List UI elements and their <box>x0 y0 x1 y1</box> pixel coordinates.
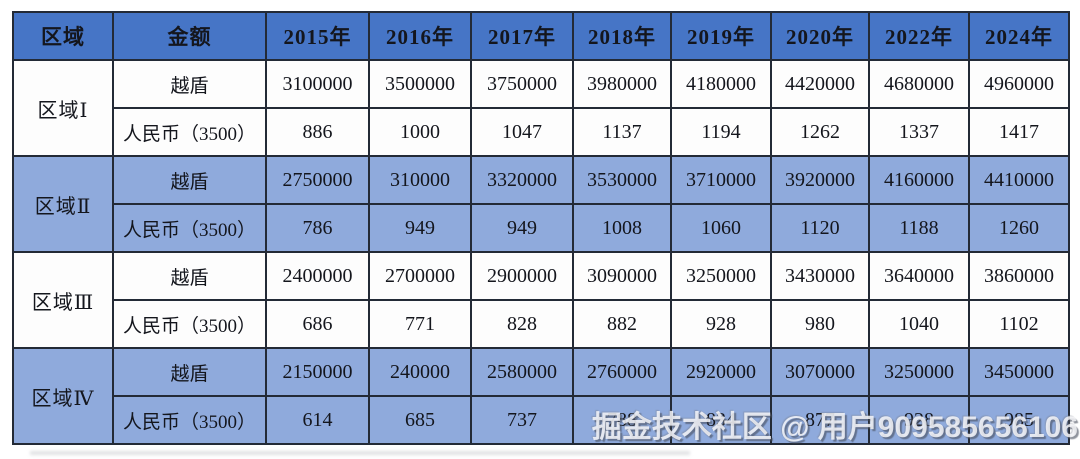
cell-value: 1000 <box>368 107 472 157</box>
header-year-2020: 2020年 <box>770 11 870 61</box>
cell-value: 4180000 <box>670 59 772 109</box>
region-1-label: 区域Ⅰ <box>12 59 114 157</box>
cell-value: 2900000 <box>470 251 574 301</box>
table-row: 区域Ⅳ 越盾 2150000 240000 2580000 2760000 29… <box>12 347 1070 445</box>
cell-value: 3250000 <box>868 347 970 397</box>
cell-value: 3920000 <box>770 155 870 205</box>
region-3-rmb-label: 人民币（3500） <box>112 299 267 349</box>
cell-value: 877 <box>770 395 870 445</box>
header-year-2018: 2018年 <box>572 11 672 61</box>
cell-value: 771 <box>368 299 472 349</box>
data-table-container: 区域 金额 2015年 2016年 2017年 2018年 2019年 2020… <box>12 11 1070 445</box>
cell-value: 980 <box>770 299 870 349</box>
table-row: 人民币（3500） 886 1000 1047 1137 1194 1262 1… <box>13 107 1070 157</box>
cell-value: 3100000 <box>265 59 370 109</box>
cell-value: 1260 <box>968 203 1070 253</box>
header-region: 区域 <box>12 11 114 61</box>
cell-value: 886 <box>265 107 370 157</box>
cell-value: 4960000 <box>968 59 1070 109</box>
header-amount: 金额 <box>112 11 267 61</box>
cell-value: 2400000 <box>265 251 370 301</box>
cell-value: 1060 <box>670 203 772 253</box>
table-row: 区域Ⅰ 越盾 3100000 3500000 3750000 3980000 4… <box>12 59 1070 157</box>
region-2-dong-label: 越盾 <box>112 155 267 205</box>
cell-value: 3320000 <box>470 155 574 205</box>
header-year-2019: 2019年 <box>670 11 772 61</box>
cell-value: 3710000 <box>670 155 772 205</box>
region-4-rmb-label: 人民币（3500） <box>112 395 267 445</box>
cell-value: 1417 <box>968 107 1070 157</box>
table-row: 区域Ⅲ 越盾 2400000 2700000 2900000 3090000 3… <box>12 251 1070 349</box>
cell-value: 1008 <box>572 203 672 253</box>
cell-value: 1040 <box>868 299 970 349</box>
region-4-label: 区域Ⅳ <box>12 347 114 445</box>
cell-value: 3980000 <box>572 59 672 109</box>
cell-value: 786 <box>265 203 370 253</box>
cell-value: 928 <box>670 299 772 349</box>
cell-value: 1262 <box>770 107 870 157</box>
region-4-dong-label: 越盾 <box>112 347 267 397</box>
cell-value: 1047 <box>470 107 574 157</box>
cell-value: 2750000 <box>265 155 370 205</box>
cell-value: 737 <box>470 395 574 445</box>
cell-value: 788 <box>572 395 672 445</box>
cell-value: 1194 <box>670 107 772 157</box>
cell-value: 1337 <box>868 107 970 157</box>
cell-value: 614 <box>265 395 370 445</box>
cell-value: 828 <box>470 299 574 349</box>
table-row: 区域Ⅱ 越盾 2750000 310000 3320000 3530000 37… <box>12 155 1070 253</box>
cell-value: 1137 <box>572 107 672 157</box>
header-year-2015: 2015年 <box>265 11 370 61</box>
cell-value: 686 <box>265 299 370 349</box>
cell-value: 928 <box>868 395 970 445</box>
header-year-2024: 2024年 <box>968 11 1070 61</box>
cell-value: 3860000 <box>968 251 1070 301</box>
table-row: 人民币（3500） 614 685 737 788 834 877 928 98… <box>13 395 1070 445</box>
bottom-artifact-line <box>30 451 690 455</box>
cell-value: 2920000 <box>670 347 772 397</box>
cell-value: 1102 <box>968 299 1070 349</box>
cell-value: 4420000 <box>770 59 870 109</box>
cell-value: 3640000 <box>868 251 970 301</box>
cell-value: 4160000 <box>868 155 970 205</box>
region-1-dong-label: 越盾 <box>112 59 267 109</box>
cell-value: 3430000 <box>770 251 870 301</box>
cell-value: 3090000 <box>572 251 672 301</box>
cell-value: 310000 <box>368 155 472 205</box>
cell-value: 3750000 <box>470 59 574 109</box>
cell-value: 2760000 <box>572 347 672 397</box>
cell-value: 3500000 <box>368 59 472 109</box>
cell-value: 3070000 <box>770 347 870 397</box>
cell-value: 4410000 <box>968 155 1070 205</box>
cell-value: 834 <box>670 395 772 445</box>
cell-value: 3530000 <box>572 155 672 205</box>
cell-value: 949 <box>368 203 472 253</box>
cell-value: 2150000 <box>265 347 370 397</box>
cell-value: 2700000 <box>368 251 472 301</box>
region-2-rmb-label: 人民币（3500） <box>112 203 267 253</box>
cell-value: 240000 <box>368 347 472 397</box>
header-row: 区域 金额 2015年 2016年 2017年 2018年 2019年 2020… <box>12 11 1070 61</box>
region-1-rmb-label: 人民币（3500） <box>112 107 267 157</box>
cell-value: 3450000 <box>968 347 1070 397</box>
cell-value: 882 <box>572 299 672 349</box>
cell-value: 4680000 <box>868 59 970 109</box>
cell-value: 1188 <box>868 203 970 253</box>
table-row: 人民币（3500） 686 771 828 882 928 980 1040 1… <box>13 299 1070 349</box>
header-year-2016: 2016年 <box>368 11 472 61</box>
region-2-label: 区域Ⅱ <box>12 155 114 253</box>
cell-value: 2580000 <box>470 347 574 397</box>
region-3-label: 区域Ⅲ <box>12 251 114 349</box>
table-row: 人民币（3500） 786 949 949 1008 1060 1120 118… <box>13 203 1070 253</box>
cell-value: 3250000 <box>670 251 772 301</box>
region-3-dong-label: 越盾 <box>112 251 267 301</box>
regional-amount-table: 区域 金额 2015年 2016年 2017年 2018年 2019年 2020… <box>12 11 1070 445</box>
cell-value: 949 <box>470 203 574 253</box>
cell-value: 685 <box>368 395 472 445</box>
cell-value: 985 <box>968 395 1070 445</box>
header-year-2017: 2017年 <box>470 11 574 61</box>
header-year-2022: 2022年 <box>868 11 970 61</box>
cell-value: 1120 <box>770 203 870 253</box>
